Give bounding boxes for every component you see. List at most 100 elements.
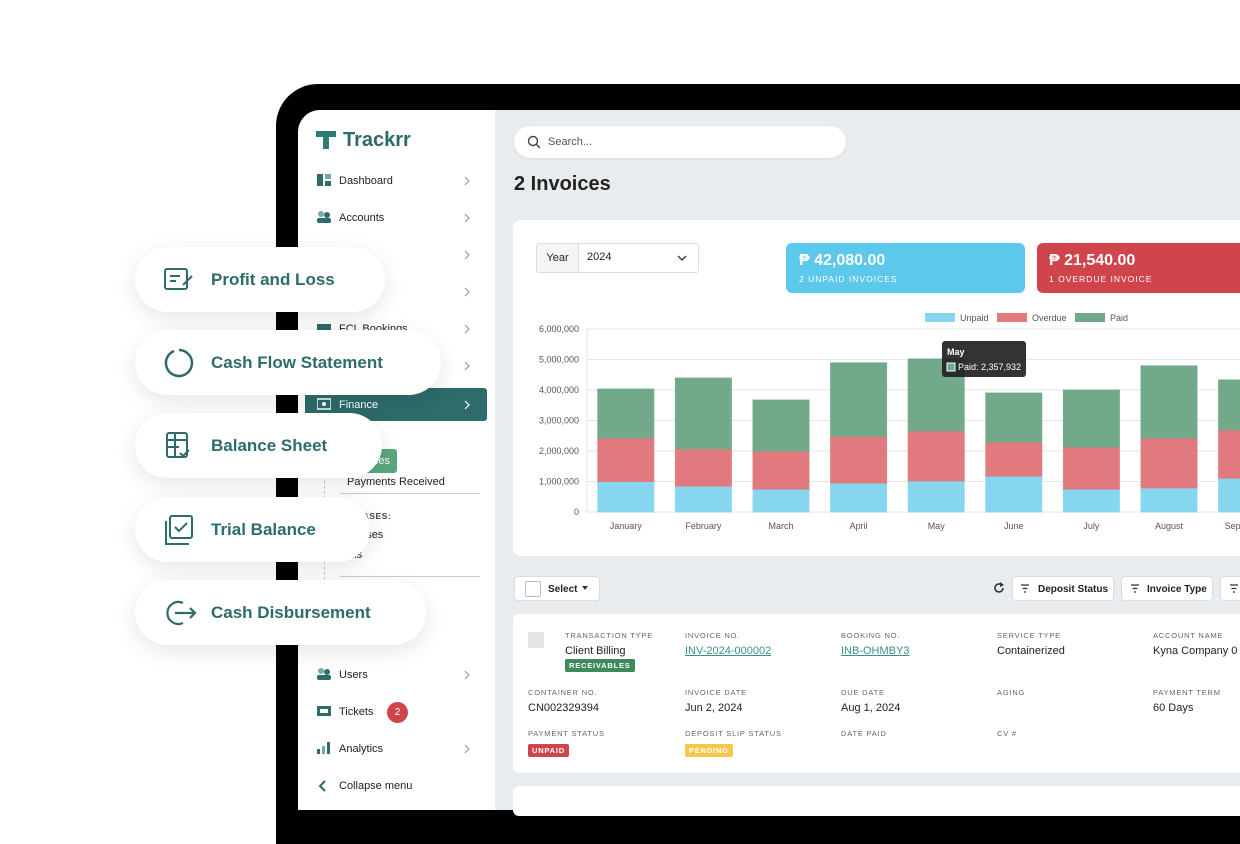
nav-icon [317, 706, 331, 716]
refresh-icon[interactable] [992, 581, 1006, 595]
tickets-badge: 2 [387, 702, 408, 723]
brand-logo [316, 131, 336, 149]
page: Trackrr Invoices { "brand": "Trackrr", "… [135, 84, 1240, 844]
field-value: 60 Days [1153, 702, 1194, 714]
field-label: AGING [997, 688, 1026, 697]
field-label: INVOICE DATE [685, 688, 747, 697]
chevron [464, 670, 470, 680]
chevron [464, 213, 470, 223]
filter-icon [1021, 584, 1029, 593]
chevron [464, 250, 470, 260]
year-label: Year [537, 244, 579, 272]
page-title: 2 Invoices [514, 173, 611, 195]
feature-card[interactable]: Cash Disbursement [135, 580, 426, 645]
filter-button[interactable] [1220, 576, 1240, 601]
bar-segment [597, 388, 655, 439]
bar-segment [1062, 446, 1120, 490]
search-placeholder: Search... [548, 136, 593, 148]
chevron [464, 744, 470, 754]
summary-card [1037, 243, 1240, 293]
filter-icon [1230, 584, 1238, 593]
chevron [464, 176, 470, 186]
chevron [464, 361, 470, 371]
bar-segment [752, 450, 810, 490]
y-tick-label: 1,000,000 [539, 477, 579, 487]
bar-segment [674, 485, 732, 513]
bar-segment [1218, 379, 1240, 431]
feature-card[interactable]: Balance Sheet [135, 413, 382, 478]
y-tick-label: 0 [574, 507, 579, 517]
feature-icon [166, 432, 190, 458]
feature-icon [166, 600, 197, 626]
field-link[interactable]: INV-2024-000002 [685, 645, 772, 657]
feature-icon [165, 515, 193, 545]
bar-segment [1218, 477, 1240, 513]
dropdown-caret [677, 255, 687, 261]
bar-segment [1140, 487, 1198, 513]
nav-item[interactable]: Analytics [339, 743, 384, 755]
y-tick-label: 2,000,000 [539, 446, 579, 456]
bar-segment [674, 448, 732, 487]
filter-icon [1131, 584, 1139, 593]
feature-card[interactable]: Trial Balance [135, 497, 370, 562]
nav-item[interactable]: Accounts [339, 212, 385, 224]
nav-item[interactable]: Users [339, 669, 368, 681]
invoice-card [513, 614, 1240, 773]
field-label: ACCOUNT NAME [1153, 631, 1224, 640]
legend-swatch [1075, 313, 1105, 322]
field-value: Aug 1, 2024 [841, 702, 901, 714]
row-checkbox[interactable] [528, 632, 544, 648]
sub-nav-item[interactable]: Payments Received [347, 476, 445, 488]
y-tick-label: 5,000,000 [539, 355, 579, 365]
legend-label: Overdue [1032, 313, 1067, 323]
search-icon [527, 135, 541, 149]
field-value: CN002329394 [528, 702, 599, 714]
bar-segment [830, 482, 888, 513]
collapse-menu[interactable]: Collapse menu [339, 780, 413, 792]
feature-card[interactable]: Cash Flow Statement [135, 330, 441, 395]
feature-icon [164, 348, 194, 378]
x-tick-label: January [610, 521, 643, 531]
tooltip [942, 341, 1026, 377]
field-label: BOOKING NO. [841, 631, 901, 640]
x-tick-label: May [928, 521, 946, 531]
status-badge: RECEIVABLES [565, 659, 635, 672]
body: Trackrr Dashboard Accounts FCL Bookings … [135, 84, 1240, 844]
nav-icon [317, 211, 331, 223]
nav-item-active[interactable]: Finance [339, 399, 379, 411]
bar-segment [907, 430, 965, 482]
field-value: Client Billing [565, 645, 626, 657]
bar-segment [830, 362, 888, 437]
field-label: CV # [997, 729, 1017, 738]
bar-segment [907, 480, 965, 513]
field-label: DEPOSIT SLIP STATUS [685, 729, 782, 738]
nav-icon [317, 742, 330, 754]
field-value: Containerized [997, 645, 1065, 657]
filter-button[interactable]: Deposit Status [1012, 576, 1114, 601]
field-value: Jun 2, 2024 [685, 702, 743, 714]
search-box[interactable] [514, 126, 846, 158]
x-tick-label: June [1004, 521, 1024, 531]
feature-label: Cash Flow Statement [211, 353, 383, 372]
bar-segment [1140, 365, 1198, 439]
field-value: Kyna Company 0 [1153, 645, 1238, 657]
status-badge: UNPAID [528, 744, 569, 757]
legend-label: Paid [1110, 313, 1128, 323]
field-link[interactable]: INB-OHMBY3 [841, 645, 910, 657]
feature-icon [164, 268, 193, 290]
x-tick-label: March [768, 521, 793, 531]
field-label: PAYMENT TERM [1153, 688, 1221, 697]
nav-icon [317, 398, 331, 410]
tooltip-title: May [947, 347, 965, 357]
nav-item[interactable]: Tickets [339, 706, 374, 718]
field-label: INVOICE NO. [685, 631, 741, 640]
nav-item[interactable]: Dashboard [339, 175, 393, 187]
select-checkbox[interactable] [525, 581, 541, 597]
legend-swatch [925, 313, 955, 322]
feature-label: Balance Sheet [211, 436, 328, 455]
divider [340, 576, 480, 577]
feature-card[interactable]: Profit and Loss [135, 247, 385, 312]
summary-label: 2 UNPAID INVOICES [799, 274, 898, 284]
invoice-card [513, 786, 1240, 816]
year-value: 2024 [587, 251, 612, 263]
